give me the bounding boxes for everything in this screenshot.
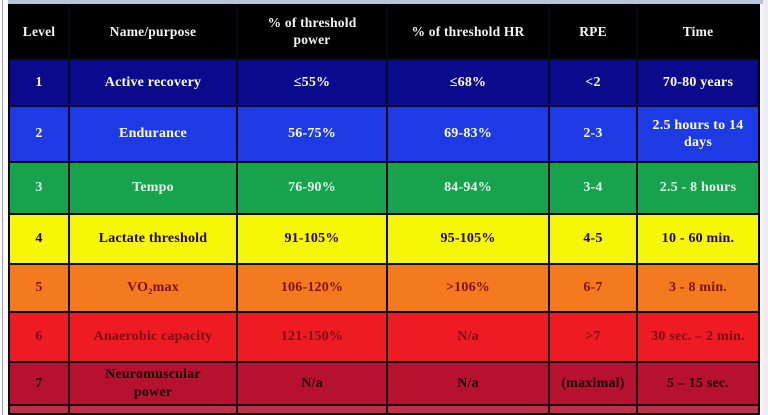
cell-power: 121-150% — [238, 311, 388, 361]
cell-time: 5 – 15 sec. — [638, 361, 758, 404]
column-header-time: Time — [638, 6, 758, 58]
cell-rpe: 2-3 — [550, 105, 638, 161]
cell-name: Lactate threshold — [70, 213, 238, 263]
zone-row-1: 1 Active recovery ≤55% ≤68% <2 70-80 years — [10, 58, 758, 105]
cell-time: 70-80 years — [638, 58, 758, 105]
cell-power: 56-75% — [238, 105, 388, 161]
cell-level: 1 — [10, 58, 70, 105]
cell-time: 2.5 - 8 hours — [638, 161, 758, 213]
cell-name: VO₂max — [70, 263, 238, 311]
zone-row-5: 5 VO₂max 106-120% >106% 6-7 3 - 8 min. — [10, 263, 758, 311]
zone-row-2: 2 Endurance 56-75% 69-83% 2-3 2.5 hours to 14… — [10, 105, 758, 161]
zone-row-4: 4 Lactate threshold 91-105% 95-105% 4-5 10 - … — [10, 213, 758, 263]
cell-hr: N/a — [388, 311, 550, 361]
cell-level: 6 — [10, 311, 70, 361]
column-header-threshold-hr: % of threshold HR — [388, 6, 550, 58]
cell-name: Neuromuscular power — [70, 361, 238, 404]
page-left-margin — [0, 0, 8, 415]
cell-name: Endurance — [70, 105, 238, 161]
cell-rpe: <2 — [550, 58, 638, 105]
cell-time: 30 sec. – 2 min. — [638, 311, 758, 361]
training-zones-table: Level Name/purpose % of threshold power … — [8, 4, 760, 415]
cell-power: 106-120% — [238, 263, 388, 311]
zone-row-3: 3 Tempo 76-90% 84-94% 3-4 2.5 - 8 hours — [10, 161, 758, 213]
cell-hr: ≤68% — [388, 58, 550, 105]
cell-hr: 84-94% — [388, 161, 550, 213]
cell-rpe: 6-7 — [550, 263, 638, 311]
cell-name: Anaerobic capacity — [70, 311, 238, 361]
cell-rpe: >7 — [550, 311, 638, 361]
cutoff-row — [10, 404, 758, 413]
cell-power: ≤55% — [238, 58, 388, 105]
window-left-edge — [2, 0, 3, 415]
cell-power: 76-90% — [238, 161, 388, 213]
cell-level: 7 — [10, 361, 70, 404]
cell-name: Active recovery — [70, 58, 238, 105]
window-top-edge — [0, 0, 768, 4]
column-header-level: Level — [10, 6, 70, 58]
column-header-threshold-power: % of threshold power — [238, 6, 388, 58]
cell-hr: N/a — [388, 361, 550, 404]
page-right-margin — [763, 0, 768, 415]
cell-hr: 69-83% — [388, 105, 550, 161]
table-header-row: Level Name/purpose % of threshold power … — [10, 6, 758, 58]
table-body: 1 Active recovery ≤55% ≤68% <2 70-80 years 2 En… — [10, 58, 758, 404]
column-header-rpe: RPE — [550, 6, 638, 58]
zone-row-6: 6 Anaerobic capacity 121-150% N/a >7 30 sec. … — [10, 311, 758, 361]
cell-level: 5 — [10, 263, 70, 311]
column-header-name-purpose: Name/purpose — [70, 6, 238, 58]
cell-name: Tempo — [70, 161, 238, 213]
cell-time: 2.5 hours to 14 days — [638, 105, 758, 161]
cell-hr: 95-105% — [388, 213, 550, 263]
cell-power: N/a — [238, 361, 388, 404]
cell-level: 4 — [10, 213, 70, 263]
cell-time: 3 - 8 min. — [638, 263, 758, 311]
cell-rpe: 3-4 — [550, 161, 638, 213]
cell-level: 3 — [10, 161, 70, 213]
cell-power: 91-105% — [238, 213, 388, 263]
cell-level: 2 — [10, 105, 70, 161]
cell-rpe: (maximal) — [550, 361, 638, 404]
cell-hr: >106% — [388, 263, 550, 311]
cell-time: 10 - 60 min. — [638, 213, 758, 263]
zone-row-7: 7 Neuromuscular power N/a N/a (maximal) 5 – 1… — [10, 361, 758, 404]
cell-rpe: 4-5 — [550, 213, 638, 263]
